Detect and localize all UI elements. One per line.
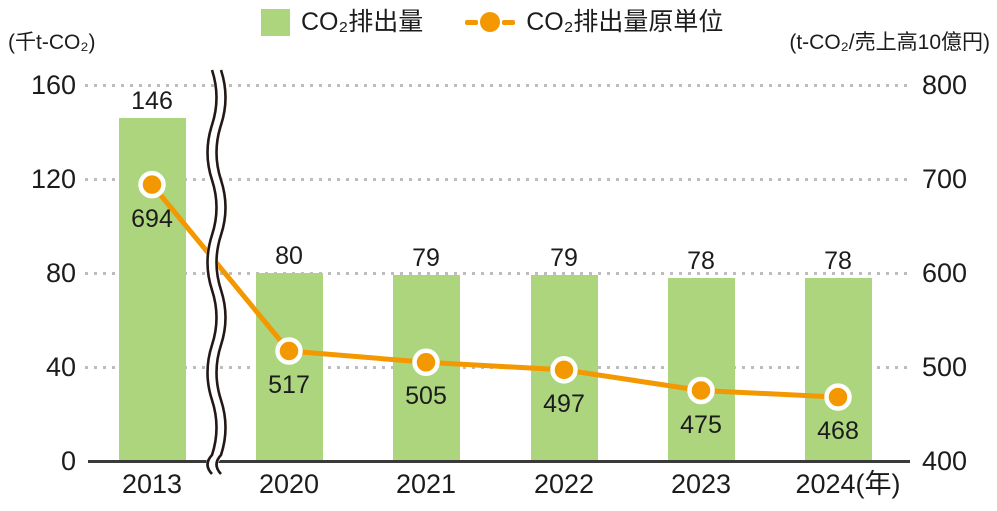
gridline	[85, 271, 910, 275]
bar-2022	[530, 275, 598, 462]
bar-2013	[118, 117, 186, 462]
x-axis-line	[88, 460, 910, 463]
line-value-label: 694	[131, 204, 173, 233]
left-axis-unit-label: (千t-CO₂)	[8, 31, 96, 54]
line-value-label: 468	[817, 417, 859, 446]
legend-dot-icon	[480, 12, 501, 32]
left-axis-tick-label: 80	[45, 258, 76, 288]
right-axis-tick-label: 700	[922, 164, 968, 194]
left-axis-tick-label: 40	[45, 352, 76, 382]
right-axis-tick-label: 600	[922, 258, 968, 288]
line-value-label: 497	[543, 389, 585, 418]
line-value-label: 505	[405, 382, 447, 411]
line-series-legend-label: CO₂排出量原単位	[526, 8, 724, 36]
bar-2021	[392, 275, 460, 462]
line-value-label: 517	[268, 371, 310, 400]
legend-dash-icon	[465, 19, 479, 25]
right-axis-tick-label: 400	[922, 446, 968, 476]
bar-2020	[255, 273, 323, 462]
left-axis-tick-label: 0	[60, 446, 76, 476]
bar-value-label: 80	[275, 242, 303, 270]
bar-value-label: 79	[412, 244, 440, 273]
x-axis-label-2024: 2024(年)	[795, 469, 901, 499]
bar-value-label: 79	[550, 244, 578, 273]
bar-value-label: 146	[131, 86, 173, 115]
right-axis-unit-label: (t-CO₂/売上高10億円)	[789, 31, 990, 54]
legend-item-line-series: CO₂排出量原単位	[465, 7, 723, 37]
legend-item-bar-series: CO₂排出量	[261, 7, 423, 37]
x-axis-label-2023: 2023	[670, 469, 732, 499]
bar-series-legend-label: CO₂排出量	[301, 8, 424, 36]
gridline	[85, 177, 910, 181]
right-axis-tick-label: 500	[922, 352, 968, 382]
line-series-marker-icon	[465, 12, 516, 32]
x-axis-label-2021: 2021	[395, 469, 457, 499]
bar-series-swatch-icon	[261, 8, 290, 36]
left-axis-tick-label: 160	[30, 70, 76, 100]
right-axis-tick-label: 800	[922, 70, 968, 100]
x-axis-label-2022: 2022	[533, 469, 595, 499]
line-value-label: 475	[680, 410, 722, 439]
legend-dash-icon	[502, 19, 516, 25]
bar-value-label: 78	[687, 246, 715, 275]
bar-value-label: 78	[824, 246, 852, 275]
gridline	[85, 365, 910, 369]
x-axis-label-2020: 2020	[258, 469, 320, 499]
x-axis-label-2013: 2013	[121, 469, 183, 499]
legend: CO₂排出量 CO₂排出量原単位	[261, 7, 723, 37]
left-axis-tick-label: 120	[30, 164, 76, 194]
gridline	[85, 83, 910, 87]
